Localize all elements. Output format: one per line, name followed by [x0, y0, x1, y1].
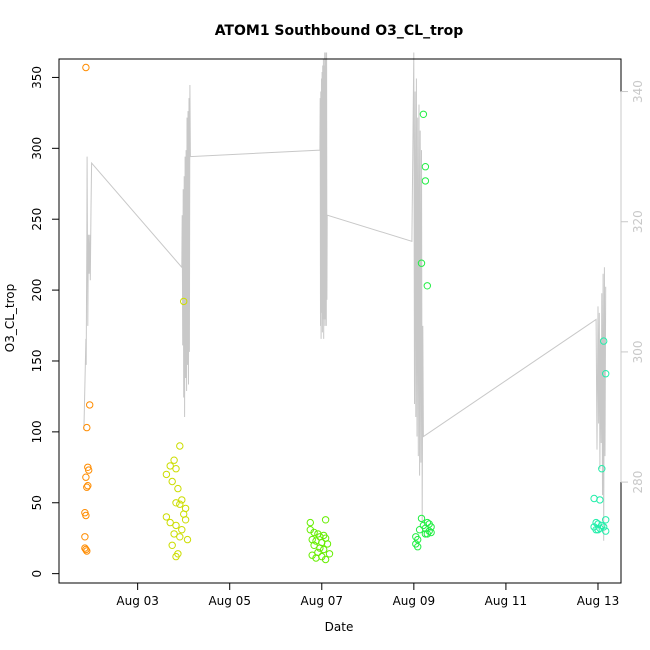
data-point: [82, 63, 90, 72]
data-point: [172, 552, 180, 561]
data-point: [81, 533, 89, 541]
y-axis: 0 50 100 150 200 250 300 350: [30, 66, 60, 578]
data-point: [600, 523, 608, 531]
data-point: [325, 550, 334, 558]
series-2: [162, 297, 192, 561]
y-tick-label: 200: [30, 279, 44, 302]
data-point: [170, 456, 178, 464]
data-point: [166, 462, 174, 470]
y2-tick-label: 320: [631, 210, 645, 233]
data-point: [84, 482, 92, 490]
x-tick-label: Aug 07: [301, 594, 344, 608]
data-point: [83, 423, 91, 432]
data-point: [83, 547, 91, 555]
data-point: [417, 259, 426, 267]
data-point: [421, 530, 430, 538]
x-tick-label: Aug 05: [208, 594, 251, 608]
data-point: [168, 477, 176, 486]
series-3: [306, 516, 334, 564]
data-point: [417, 514, 426, 523]
x-axis: Aug 03 Aug 05 Aug 07 Aug 09 Aug 11 Aug 13: [116, 582, 620, 608]
series-4: [412, 110, 435, 551]
data-point: [170, 530, 178, 538]
data-point: [306, 518, 314, 527]
data-point: [421, 177, 430, 185]
chart-title: ATOM1 Southbound O3_CL_trop: [215, 23, 464, 39]
x-tick-label: Aug 03: [116, 594, 159, 608]
data-point: [592, 526, 600, 534]
y-tick-label: 150: [30, 350, 44, 373]
plot-area: [81, 52, 610, 564]
y-tick-label: 100: [30, 420, 44, 443]
data-point: [415, 526, 424, 534]
data-point: [423, 530, 431, 538]
data-point: [414, 543, 422, 551]
data-point: [178, 496, 186, 504]
data-point: [181, 516, 190, 524]
data-point: [419, 110, 428, 119]
data-point: [602, 516, 610, 524]
data-point: [323, 540, 332, 548]
secondary-series-line: [83, 52, 607, 541]
data-point: [168, 541, 176, 549]
data-point: [596, 496, 604, 504]
x-tick-label: Aug 11: [485, 594, 528, 608]
y2-tick-label: 280: [631, 471, 645, 494]
data-point: [85, 466, 93, 474]
data-point: [594, 526, 602, 534]
x-tick-label: Aug 09: [393, 594, 436, 608]
data-point: [602, 527, 610, 535]
data-point: [421, 163, 430, 171]
y-tick-label: 350: [30, 66, 44, 89]
plot-frame: [58, 58, 622, 584]
data-point: [423, 282, 431, 290]
y-tick-label: 0: [30, 570, 44, 578]
data-point: [183, 535, 192, 544]
series-5: [590, 337, 610, 535]
y-tick-label: 250: [30, 208, 44, 231]
y-axis-label: O3_CL_trop: [3, 284, 17, 352]
data-point: [602, 370, 610, 378]
data-point: [321, 516, 330, 524]
data-point: [86, 401, 94, 409]
data-point: [176, 500, 184, 508]
data-point: [592, 518, 600, 527]
data-point: [310, 541, 318, 549]
data-point: [172, 499, 180, 507]
data-point: [176, 442, 184, 450]
y2-tick-label: 300: [631, 340, 645, 363]
data-point: [320, 545, 328, 554]
data-point: [310, 528, 318, 537]
x-tick-label: Aug 13: [577, 594, 620, 608]
y-tick-label: 300: [30, 137, 44, 160]
data-point: [312, 554, 320, 562]
data-point: [82, 473, 90, 481]
data-point: [82, 545, 90, 554]
data-point: [316, 544, 324, 552]
data-point: [598, 465, 606, 473]
data-point: [596, 524, 604, 532]
y2-axis: 280 300 320 340: [620, 80, 645, 494]
data-point: [178, 526, 186, 534]
series-1: [81, 63, 94, 555]
data-point: [166, 518, 174, 527]
y-tick-label: 50: [30, 495, 44, 510]
data-point: [162, 470, 171, 479]
y2-tick-label: 340: [631, 80, 645, 103]
data-point: [176, 533, 184, 541]
data-point: [600, 337, 608, 345]
data-point: [174, 484, 182, 493]
data-point: [172, 521, 180, 530]
data-point: [162, 513, 171, 521]
data-point: [180, 297, 188, 306]
data-point: [414, 535, 422, 544]
data-point: [321, 555, 330, 564]
x-axis-label: Date: [325, 620, 354, 634]
data-point: [172, 465, 180, 473]
data-point: [82, 511, 90, 520]
data-point: [83, 483, 91, 491]
